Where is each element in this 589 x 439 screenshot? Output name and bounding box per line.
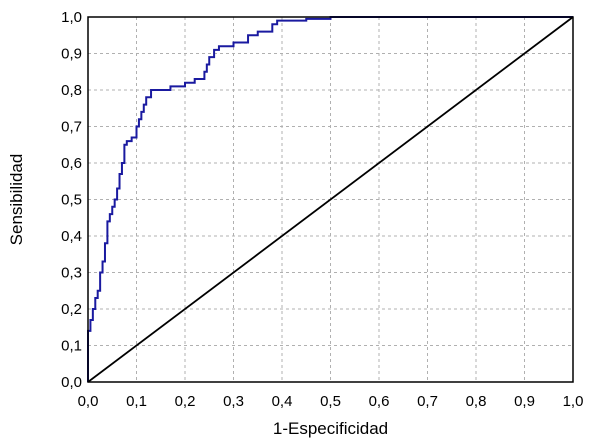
- y-axis-ticks: 0,0 0,1 0,2 0,3 0,4 0,5 0,6 0,7 0,8 0,9 1,0: [61, 9, 82, 391]
- x-tick-label: 0,2: [175, 393, 196, 410]
- x-tick-label: 0,1: [126, 393, 147, 410]
- roc-curve-line: [87, 16, 573, 382]
- x-tick-label: 0,9: [514, 393, 535, 410]
- y-axis-title: Sensibilidad: [7, 154, 26, 246]
- x-tick-label: 0,5: [320, 393, 341, 410]
- x-tick-label: 0,6: [369, 393, 390, 410]
- y-tick-label: 0,1: [61, 338, 82, 355]
- x-tick-label: 0,4: [272, 393, 293, 410]
- y-tick-label: 1,0: [61, 9, 82, 26]
- series-layer: [87, 16, 574, 383]
- y-tick-label: 0,4: [61, 228, 82, 245]
- y-tick-label: 0,8: [61, 82, 82, 99]
- x-tick-label: 1,0: [563, 393, 584, 410]
- x-axis-title: 1-Especificidad: [273, 419, 388, 438]
- y-tick-label: 0,2: [61, 301, 82, 318]
- x-tick-label: 0,0: [78, 393, 99, 410]
- y-tick-label: 0,9: [61, 46, 82, 63]
- y-tick-label: 0,7: [61, 119, 82, 136]
- reference-diagonal-line: [87, 16, 574, 383]
- y-tick-label: 0,0: [61, 374, 82, 391]
- y-tick-label: 0,5: [61, 192, 82, 209]
- y-tick-label: 0,3: [61, 265, 82, 282]
- x-tick-label: 0,8: [466, 393, 487, 410]
- y-tick-label: 0,6: [61, 155, 82, 172]
- x-tick-label: 0,3: [223, 393, 244, 410]
- x-tick-label: 0,7: [417, 393, 438, 410]
- plot-frame: [87, 16, 574, 383]
- x-axis-ticks: 0,0 0,1 0,2 0,3 0,4 0,5 0,6 0,7 0,8 0,9 1,0: [78, 393, 584, 410]
